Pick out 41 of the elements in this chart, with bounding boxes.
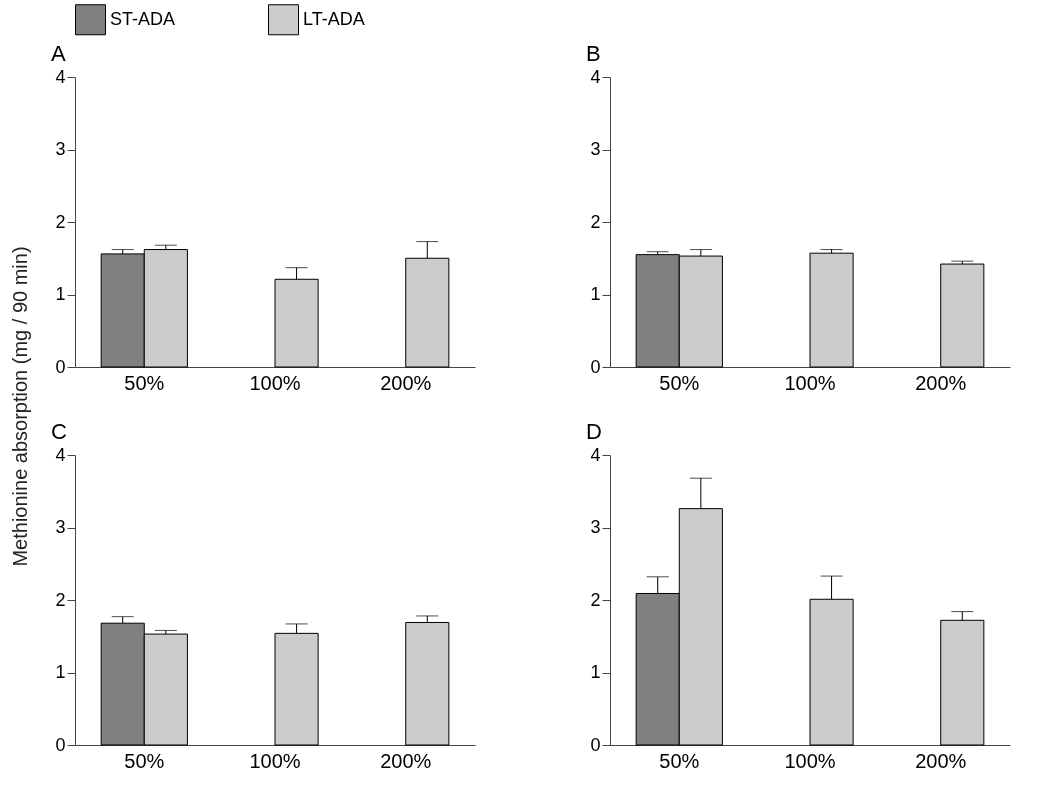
- y-tick-label: 3: [590, 517, 601, 537]
- chart-title: C: [50, 419, 67, 444]
- y-tick-label: 3: [55, 517, 66, 537]
- y-tick-label: 4: [590, 66, 601, 87]
- x-tick-label: 200%: [380, 371, 432, 394]
- x-tick-label: 50%: [659, 371, 700, 394]
- y-tick-label: 3: [55, 139, 66, 159]
- chart-title: A: [50, 41, 66, 66]
- x-tick-label: 200%: [915, 371, 967, 394]
- x-tick-label: 100%: [249, 371, 301, 394]
- y-tick-label: 0: [55, 734, 66, 755]
- chart-title: B: [585, 41, 601, 66]
- y-tick-label: 4: [55, 444, 66, 465]
- x-tick-label: 50%: [659, 749, 700, 772]
- x-tick-label: 200%: [915, 749, 967, 772]
- legend-label: LT-ADA: [303, 8, 365, 29]
- y-tick-label: 1: [590, 662, 601, 682]
- x-tick-label: 100%: [784, 371, 836, 394]
- y-tick-label: 2: [590, 211, 601, 232]
- bar: [940, 263, 985, 368]
- legend-label: ST-ADA: [110, 8, 176, 29]
- y-tick-label: 3: [590, 139, 601, 159]
- x-tick-label: 50%: [124, 749, 165, 772]
- y-tick-label: 1: [55, 662, 66, 682]
- x-tick-label: 100%: [784, 749, 836, 772]
- y-axis-title: Methionine absorption (mg / 90 min): [8, 245, 32, 567]
- y-tick-label: 4: [55, 66, 66, 87]
- x-tick-label: 50%: [124, 371, 165, 394]
- y-tick-label: 1: [55, 284, 66, 304]
- bar: [809, 252, 854, 368]
- y-tick-label: 4: [590, 444, 601, 465]
- y-tick-label: 0: [55, 356, 66, 377]
- x-tick-label: 200%: [380, 749, 432, 772]
- y-tick-label: 0: [590, 734, 601, 755]
- y-tick-label: 1: [590, 284, 601, 304]
- chart-title: D: [585, 419, 602, 444]
- y-tick-label: 2: [55, 589, 66, 610]
- x-tick-label: 100%: [249, 749, 301, 772]
- y-tick-label: 2: [55, 211, 66, 232]
- y-tick-label: 0: [590, 356, 601, 377]
- y-tick-label: 2: [590, 589, 601, 610]
